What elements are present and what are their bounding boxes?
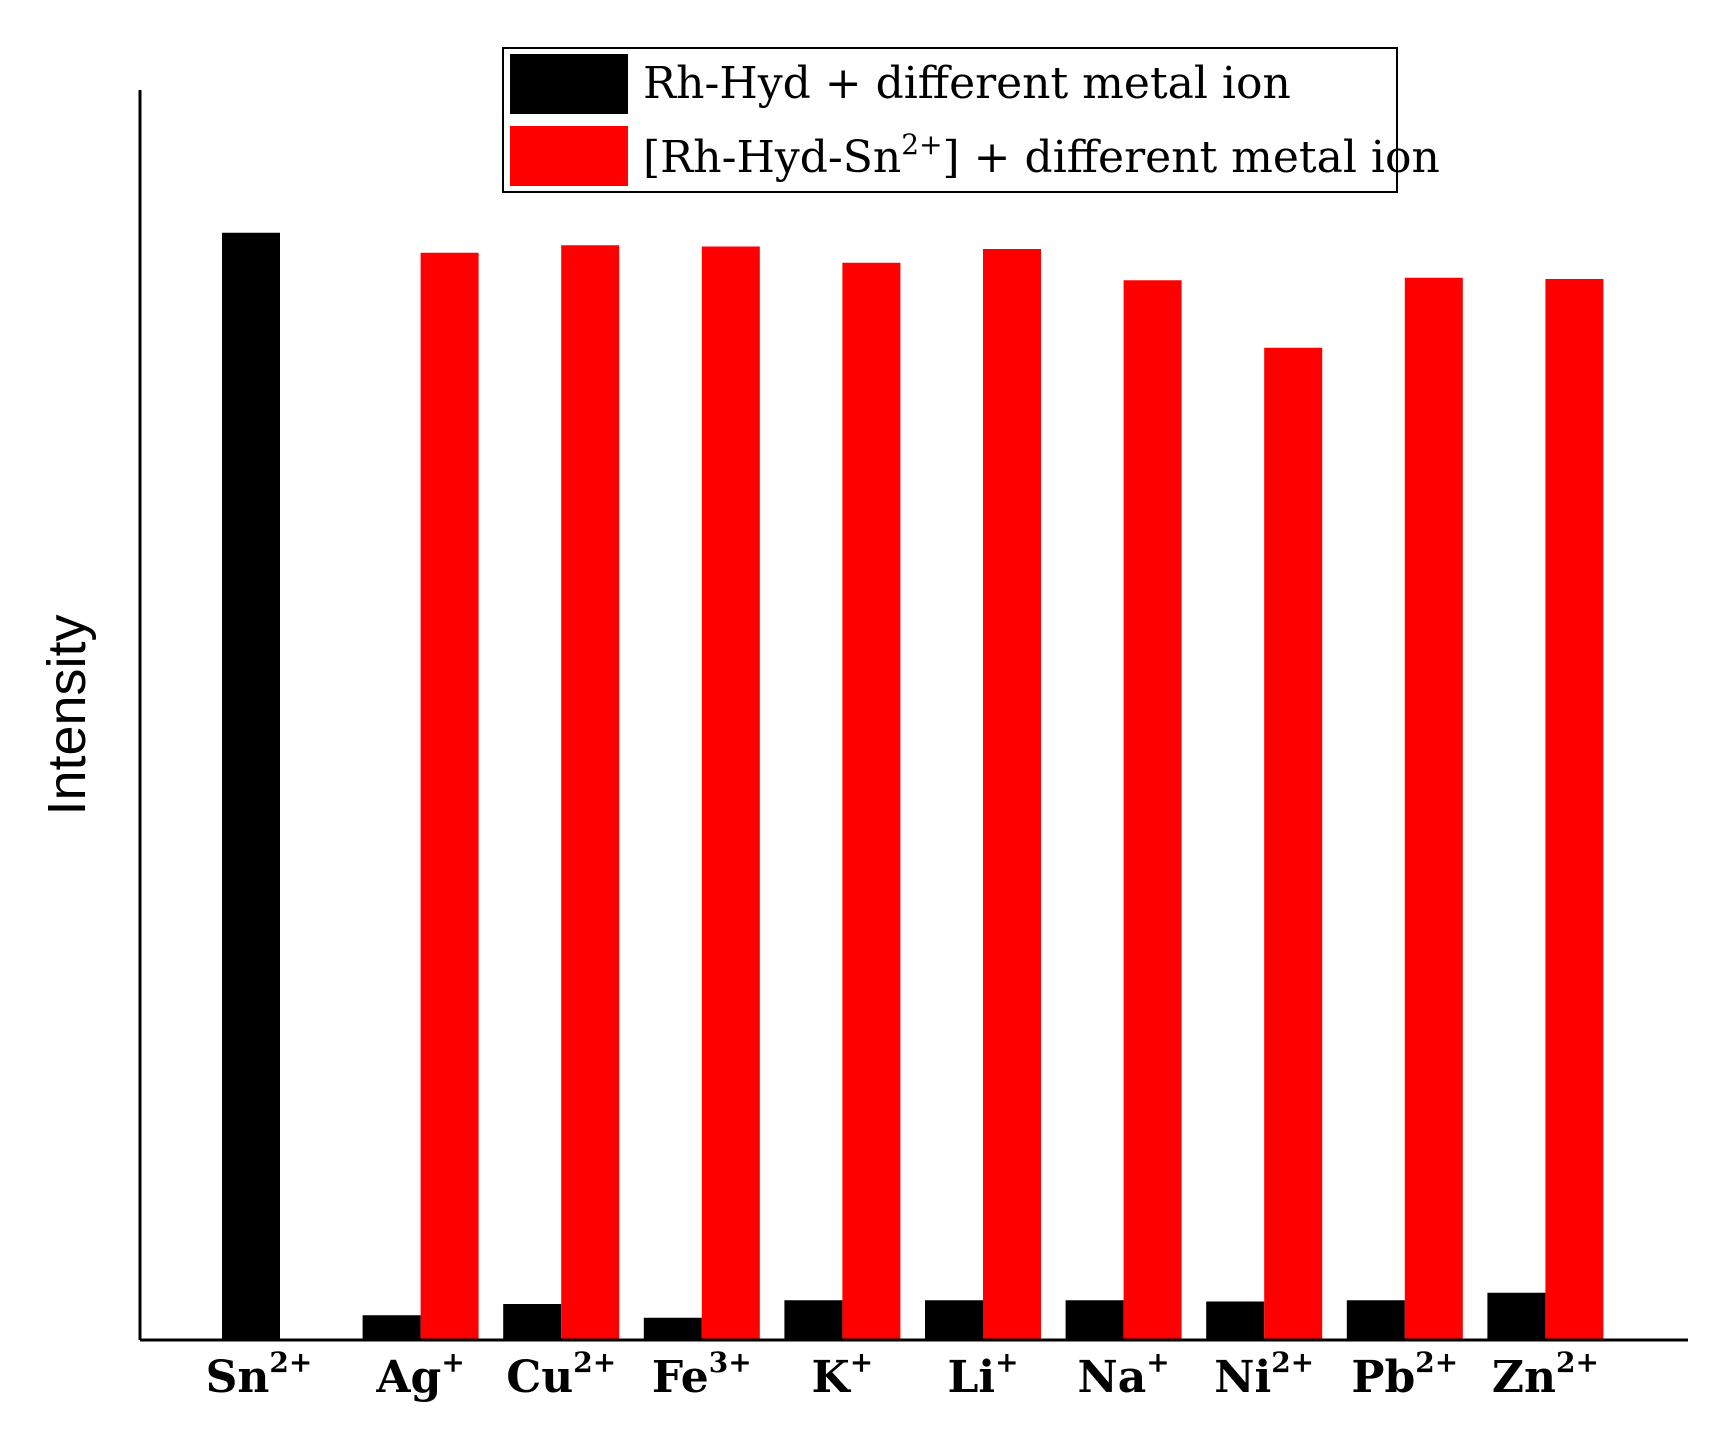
x-tick-label-base: Cu [506,1352,573,1403]
x-tick-label-fe: Fe3+ [652,1346,752,1403]
x-tick-label-base: Zn [1492,1352,1556,1403]
legend: Rh-Hyd + different metal ion [Rh-Hyd-Sn2… [502,47,1440,193]
x-tick-label-sup: 3+ [709,1346,752,1379]
x-tick-label-cu: Cu2+ [506,1346,616,1403]
x-tick-label-base: Na [1077,1352,1146,1403]
x-tick-label-sup: + [1146,1346,1169,1379]
x-tick-label-base: Pb [1351,1352,1415,1403]
x-tick-label-base: Li [947,1352,995,1403]
x-tick-label-sup: + [441,1346,464,1379]
bar-zn-series-2 [1545,279,1604,1339]
x-tick-label-li: Li+ [947,1346,1018,1403]
bar-fe-series-1 [643,1317,702,1339]
bar-pb-series-1 [1346,1300,1405,1339]
x-tick-label-base: Sn [206,1352,270,1403]
x-tick-label-base: Ag [375,1352,441,1403]
x-tick-label-sup: 2+ [573,1346,616,1379]
x-tick-label-sup: + [995,1346,1018,1379]
legend-frame [502,47,1398,193]
bar-cu-series-1 [503,1304,562,1339]
bar-fe-series-2 [701,246,760,1339]
bar-ni-series-2 [1264,347,1323,1339]
bar-cu-series-2 [561,245,620,1339]
bar-pb-series-2 [1404,277,1463,1339]
x-tick-label-sup: 2+ [1271,1346,1314,1379]
legend-label-series-2-post: ] + different metal ion [943,132,1440,183]
x-tick-label-na: Na+ [1077,1346,1169,1403]
x-tick-label-ni: Ni2+ [1214,1346,1314,1403]
x-tick-label-sup: 2+ [269,1346,312,1379]
x-tick-label-sup: + [850,1346,873,1379]
legend-label-series-2-pre: [Rh-Hyd-Sn [643,132,901,183]
x-tick-labels: Sn2+ Ag+ Cu2+ Fe3+ K+ Li+ Na+ Ni2+ Pb2+ Zn2+ [206,1346,1599,1403]
x-tick-label-sup: 2+ [1556,1346,1599,1379]
legend-label-series-1: Rh-Hyd + different metal ion [643,58,1291,109]
x-tick-label-base: Ni [1214,1352,1271,1403]
bar-li-series-1 [925,1300,983,1339]
bar-ag-series-2 [420,252,479,1339]
y-axis-label: Intensity [37,614,97,815]
bar-k-series-1 [784,1300,843,1339]
bar-ni-series-1 [1206,1301,1265,1339]
x-tick-label-zn: Zn2+ [1492,1346,1599,1403]
x-tick-label-sup: 2+ [1415,1346,1458,1379]
x-tick-label-ag: Ag+ [375,1346,464,1403]
legend-label-series-2-sup: 2+ [901,128,942,161]
bar-sn-series-1 [222,232,280,1339]
bar-na-series-1 [1065,1300,1124,1339]
bars-group [222,232,1604,1339]
legend-swatch-red [510,126,628,186]
bar-k-series-2 [842,262,901,1339]
legend-label-series-2: [Rh-Hyd-Sn2+] + different metal ion [643,128,1440,183]
x-tick-label-base: Fe [652,1352,709,1403]
bar-ag-series-1 [362,1315,421,1339]
bar-li-series-2 [983,249,1041,1339]
x-tick-label-sn: Sn2+ [206,1346,313,1403]
bar-na-series-2 [1123,280,1182,1339]
x-tick-label-pb: Pb2+ [1351,1346,1458,1403]
legend-swatch-black [510,54,628,114]
bar-zn-series-1 [1487,1292,1546,1339]
x-tick-label-k: K+ [812,1346,874,1403]
x-tick-label-base: K [812,1352,852,1403]
